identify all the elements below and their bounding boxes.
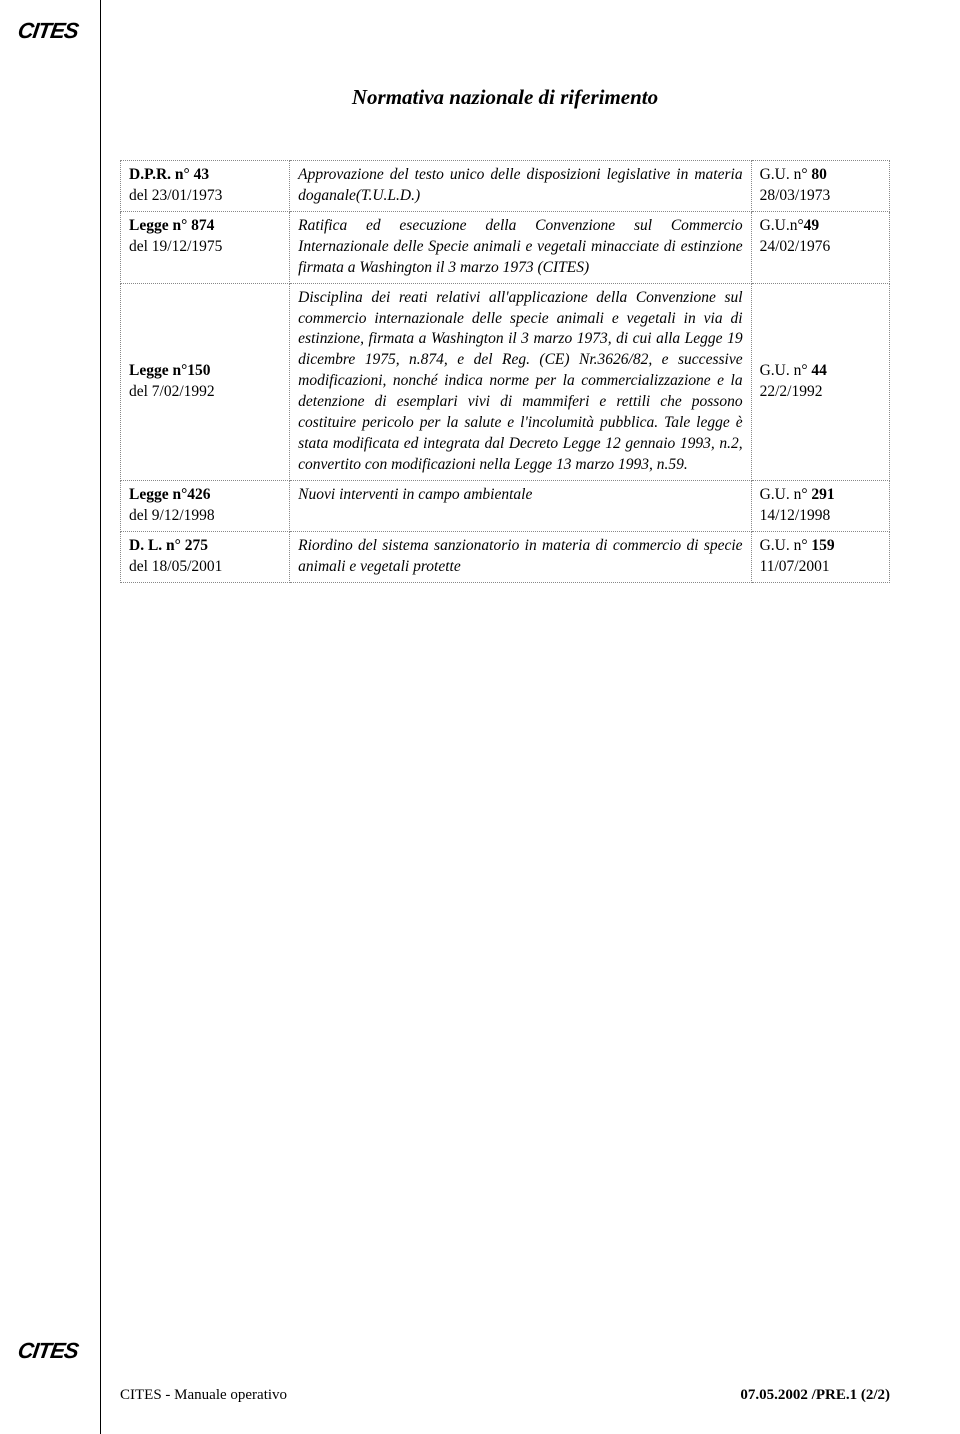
cell-descrizione: Riordino del sistema sanzionatorio in ma… bbox=[290, 531, 751, 582]
legge-date: del 23/01/1973 bbox=[129, 187, 222, 204]
cell-descrizione: Disciplina dei reati relativi all'applic… bbox=[290, 283, 751, 480]
cell-riferimento: Legge n° 874 del 19/12/1975 bbox=[121, 211, 290, 283]
table-row: Legge n° 874 del 19/12/1975 Ratifica ed … bbox=[121, 211, 890, 283]
table-row: D. L. n° 275 del 18/05/2001 Riordino del… bbox=[121, 531, 890, 582]
gu-num: 159 bbox=[811, 537, 834, 554]
cell-descrizione: Approvazione del testo unico delle dispo… bbox=[290, 161, 751, 212]
cell-gu: G.U.n°49 24/02/1976 bbox=[751, 211, 889, 283]
legge-label: Legge n°426 bbox=[129, 486, 211, 503]
vertical-rule bbox=[100, 0, 101, 1434]
cell-gu: G.U. n° 159 11/07/2001 bbox=[751, 531, 889, 582]
legge-date: del 7/02/1992 bbox=[129, 383, 215, 400]
gu-num: 291 bbox=[811, 486, 834, 503]
table-row: Legge n°150 del 7/02/1992 Disciplina dei… bbox=[121, 283, 890, 480]
gu-prefix: G.U. n° bbox=[760, 486, 812, 503]
gu-num: 80 bbox=[811, 166, 827, 183]
gu-date: 28/03/1973 bbox=[760, 187, 831, 204]
gu-num: 44 bbox=[811, 362, 827, 379]
page-title: Normativa nazionale di riferimento bbox=[120, 85, 890, 110]
table-row: D.P.R. n° 43 del 23/01/1973 Approvazione… bbox=[121, 161, 890, 212]
logo-top: CITES bbox=[18, 18, 78, 44]
cell-riferimento: Legge n°426 del 9/12/1998 bbox=[121, 480, 290, 531]
legge-label: Legge n° 874 bbox=[129, 217, 214, 234]
gu-date: 14/12/1998 bbox=[760, 507, 831, 524]
descrizione-text: Nuovi interventi in campo ambientale bbox=[298, 485, 742, 506]
logo-text-bottom: CITES bbox=[16, 1338, 79, 1364]
gu-prefix: G.U.n° bbox=[760, 217, 804, 234]
logo-bottom: CITES bbox=[18, 1338, 78, 1364]
cell-gu: G.U. n° 80 28/03/1973 bbox=[751, 161, 889, 212]
table-row: Legge n°426 del 9/12/1998 Nuovi interven… bbox=[121, 480, 890, 531]
descrizione-text: Ratifica ed esecuzione della Convenzione… bbox=[298, 216, 742, 279]
cell-descrizione: Nuovi interventi in campo ambientale bbox=[290, 480, 751, 531]
footer-right: 07.05.2002 /PRE.1 (2/2) bbox=[740, 1387, 890, 1404]
cell-gu: G.U. n° 291 14/12/1998 bbox=[751, 480, 889, 531]
normativa-table: D.P.R. n° 43 del 23/01/1973 Approvazione… bbox=[120, 160, 890, 583]
legge-date: del 19/12/1975 bbox=[129, 238, 222, 255]
descrizione-text: Riordino del sistema sanzionatorio in ma… bbox=[298, 536, 742, 578]
gu-prefix: G.U. n° bbox=[760, 166, 812, 183]
gu-num: 49 bbox=[804, 217, 820, 234]
cell-gu: G.U. n° 44 22/2/1992 bbox=[751, 283, 889, 480]
gu-prefix: G.U. n° bbox=[760, 537, 812, 554]
cell-descrizione: Ratifica ed esecuzione della Convenzione… bbox=[290, 211, 751, 283]
footer-left: CITES - Manuale operativo bbox=[120, 1387, 287, 1404]
cell-riferimento: D. L. n° 275 del 18/05/2001 bbox=[121, 531, 290, 582]
logo-text-top: CITES bbox=[16, 18, 79, 44]
legge-date: del 18/05/2001 bbox=[129, 558, 222, 575]
gu-prefix: G.U. n° bbox=[760, 362, 812, 379]
descrizione-text: Disciplina dei reati relativi all'applic… bbox=[298, 288, 742, 476]
gu-date: 24/02/1976 bbox=[760, 238, 831, 255]
cell-riferimento: D.P.R. n° 43 del 23/01/1973 bbox=[121, 161, 290, 212]
legge-label: Legge n°150 bbox=[129, 362, 211, 379]
legge-label: D. L. n° 275 bbox=[129, 537, 208, 554]
gu-date: 11/07/2001 bbox=[760, 558, 830, 575]
legge-label: D.P.R. n° 43 bbox=[129, 166, 209, 183]
descrizione-text: Approvazione del testo unico delle dispo… bbox=[298, 165, 742, 207]
gu-date: 22/2/1992 bbox=[760, 383, 823, 400]
footer: CITES - Manuale operativo 07.05.2002 /PR… bbox=[120, 1387, 890, 1404]
legge-date: del 9/12/1998 bbox=[129, 507, 215, 524]
cell-riferimento: Legge n°150 del 7/02/1992 bbox=[121, 283, 290, 480]
